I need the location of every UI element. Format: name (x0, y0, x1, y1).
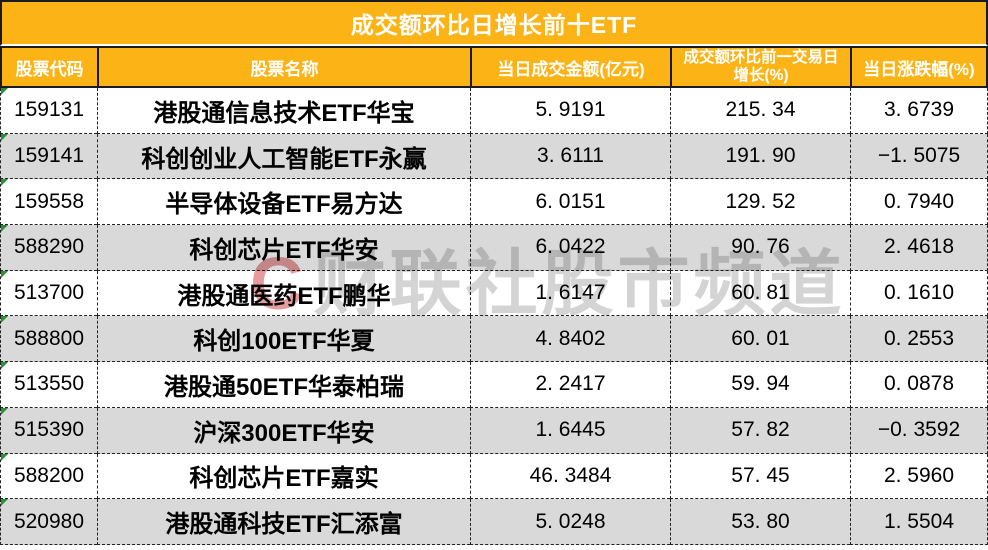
change-cell: −0. 3592 (850, 407, 988, 454)
header-turnover-amount: 当日成交金额(亿元) (470, 46, 670, 88)
stock-code: 159141 (13, 144, 85, 168)
stock-name-cell: 港股通50ETF华泰柏瑞 (97, 362, 470, 408)
excel-error-indicator-icon (1, 407, 8, 415)
stock-code-cell: 513550 (0, 362, 97, 408)
change-cell: 1. 5504 (850, 499, 988, 545)
excel-error-indicator-icon (1, 88, 8, 95)
change-cell: 0. 1610 (850, 270, 988, 317)
amount-cell: 2. 2417 (470, 362, 670, 408)
stock-code-cell: 520980 (0, 499, 97, 545)
growth-cell: 57. 82 (670, 407, 850, 454)
table-body: 159131 港股通信息技术ETF华宝 5. 9191 215. 34 3. 6… (0, 88, 988, 545)
stock-code-cell: 159141 (0, 133, 97, 180)
stock-code: 588290 (13, 235, 85, 259)
excel-error-indicator-icon (1, 362, 8, 370)
excel-error-indicator-icon (1, 179, 8, 187)
change-cell: 2. 4618 (850, 225, 988, 271)
stock-code-cell: 159131 (0, 88, 97, 134)
stock-name-cell: 半导体设备ETF易方达 (97, 179, 470, 226)
amount-cell: 46. 3484 (470, 453, 670, 500)
amount-cell: 4. 8402 (470, 316, 670, 363)
header-turnover-growth: 成交额环比前一交易日 增长(%) (670, 46, 850, 88)
stock-name-cell: 港股通信息技术ETF华宝 (97, 88, 470, 134)
stock-code: 159131 (13, 98, 85, 122)
growth-cell: 53. 80 (670, 499, 850, 545)
stock-code-cell: 588200 (0, 453, 97, 500)
excel-error-indicator-icon (1, 316, 8, 324)
amount-cell: 1. 6147 (470, 270, 670, 317)
change-cell: 2. 5960 (850, 453, 988, 500)
growth-cell: 129. 52 (670, 179, 850, 226)
stock-name-cell: 沪深300ETF华安 (97, 407, 470, 454)
stock-code: 515390 (13, 418, 85, 442)
stock-name-cell: 科创100ETF华夏 (97, 316, 470, 363)
table-header-row: 股票代码 股票名称 当日成交金额(亿元) 成交额环比前一交易日 增长(%) 当日… (0, 46, 988, 88)
stock-code-cell: 513700 (0, 270, 97, 317)
excel-error-indicator-icon (1, 270, 8, 278)
change-cell: 0. 0878 (850, 362, 988, 408)
amount-cell: 5. 9191 (470, 88, 670, 134)
amount-cell: 5. 0248 (470, 499, 670, 545)
stock-name-cell: 科创创业人工智能ETF永赢 (97, 133, 470, 180)
growth-cell: 59. 94 (670, 362, 850, 408)
stock-name-cell: 港股通科技ETF汇添富 (97, 499, 470, 545)
stock-code: 513550 (13, 372, 85, 396)
growth-cell: 191. 90 (670, 133, 850, 180)
stock-code: 588200 (13, 463, 85, 487)
header-stock-code: 股票代码 (0, 46, 97, 88)
amount-cell: 6. 0422 (470, 225, 670, 271)
growth-cell: 57. 45 (670, 453, 850, 500)
growth-cell: 215. 34 (670, 88, 850, 134)
excel-error-indicator-icon (1, 225, 8, 233)
stock-code: 159558 (13, 189, 85, 213)
amount-cell: 6. 0151 (470, 179, 670, 226)
stock-code-cell: 588290 (0, 225, 97, 271)
header-stock-name: 股票名称 (97, 46, 470, 88)
stock-code: 588800 (13, 326, 85, 350)
stock-code-cell: 159558 (0, 179, 97, 226)
header-price-change: 当日涨跌幅(%) (850, 46, 988, 88)
change-cell: 0. 2553 (850, 316, 988, 363)
excel-error-indicator-icon (1, 133, 8, 141)
stock-name-cell: 科创芯片ETF嘉实 (97, 453, 470, 500)
stock-code-cell: 588800 (0, 316, 97, 363)
growth-cell: 90. 76 (670, 225, 850, 271)
stock-name-cell: 港股通医药ETF鹏华 (97, 270, 470, 317)
growth-cell: 60. 01 (670, 316, 850, 363)
growth-cell: 60. 81 (670, 270, 850, 317)
excel-error-indicator-icon (1, 453, 8, 461)
table-title: 成交额环比日增长前十ETF (0, 0, 988, 46)
change-cell: 0. 7940 (850, 179, 988, 226)
excel-error-indicator-icon (1, 499, 8, 507)
stock-code: 513700 (13, 281, 85, 305)
amount-cell: 3. 6111 (470, 133, 670, 180)
stock-code: 520980 (13, 509, 85, 533)
change-cell: −1. 5075 (850, 133, 988, 180)
amount-cell: 1. 6445 (470, 407, 670, 454)
stock-name-cell: 科创芯片ETF华安 (97, 225, 470, 271)
stock-code-cell: 515390 (0, 407, 97, 454)
change-cell: 3. 6739 (850, 88, 988, 134)
